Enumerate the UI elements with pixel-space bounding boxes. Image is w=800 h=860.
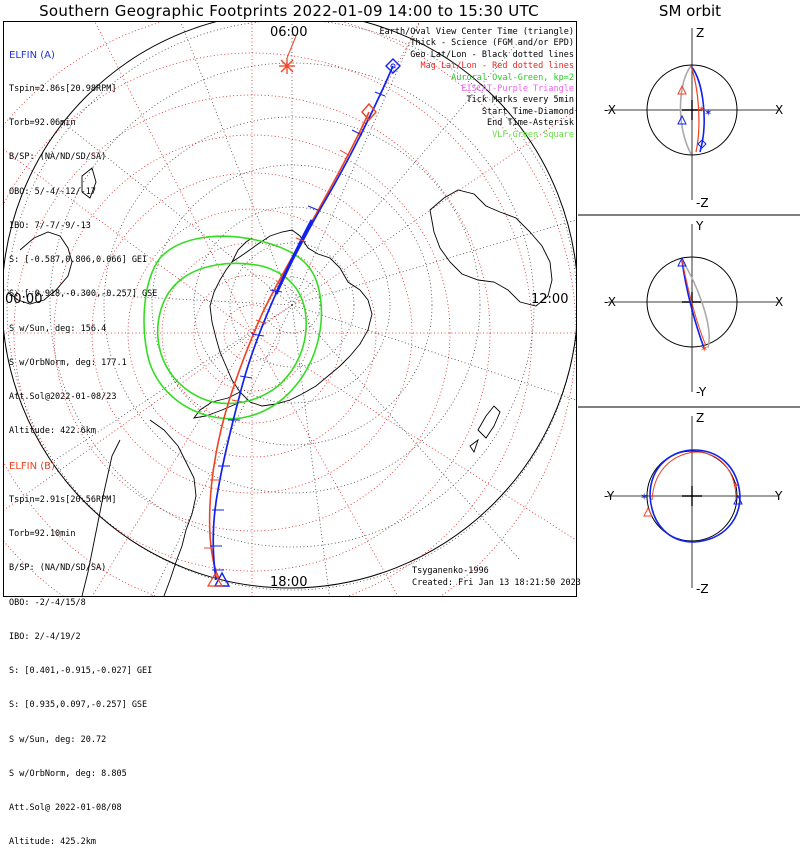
legend-item: End Time-Asterisk: [487, 118, 574, 129]
elfin-a-line: OBO: 5/-4/-12/-17: [9, 186, 96, 197]
orbit-xy-bottom-label: -Y: [696, 385, 707, 399]
svg-text:✶: ✶: [732, 481, 740, 491]
south-america-coastline: [81, 419, 197, 596]
orbit-yz-bottom-label: -Z: [696, 582, 709, 596]
legend-item: Earth/Oval View Center Time (triangle): [379, 27, 574, 37]
elfin-b-view-center-triangle: [206, 572, 224, 587]
legend-item: VLF-Green Square: [492, 129, 574, 140]
elfin-b-line: Att.Sol@ 2022-01-08/08: [9, 803, 122, 813]
legend: Earth/Oval View Center Time (triangle) T…: [380, 27, 574, 141]
elfin-a-ticks: [210, 91, 386, 571]
orbit-panel-title: SM orbit: [658, 2, 722, 20]
legend-item: Geo Lat/Lon - Black dotted lines: [410, 49, 574, 60]
elfin-a-name: ELFIN (A): [9, 49, 55, 61]
legend-item: EISCAT-Purple Triangle: [461, 84, 574, 95]
antarctica-coastline: [209, 229, 373, 407]
elfin-b-line: B/SP: (NA/ND/SD/SA): [9, 563, 107, 574]
svg-text:✶: ✶: [700, 344, 708, 355]
svg-text:✶: ✶: [704, 108, 712, 119]
map-frame: [3, 21, 577, 597]
elfin-a-start-diamond: [385, 58, 401, 74]
footprint-map: [3, 21, 577, 597]
elfin-a-line: Tspin=2.86s[20.98RPM]: [9, 84, 117, 95]
elfin-b-line: S: [0.401,-0.915,-0.027] GEI: [9, 666, 153, 677]
elfin-a-line: S w/OrbNorm, deg: 177.1: [9, 357, 127, 368]
orbit-xz-bottom-label: -Z: [696, 196, 709, 210]
orbit-panel-xy: ✶ Y -Y -X X: [604, 219, 783, 399]
elfin-a-line: Torb=92.06min: [9, 118, 76, 129]
sm-orbit-panels: ✶ ✶ Z -Z -X X ✶ Y -Y -X X ✶ ✶ Z: [578, 26, 800, 596]
elfin-a-line: Att.Sol@2022-01-08/23: [9, 392, 117, 402]
orbit-xz-left-label: -X: [604, 103, 616, 117]
elfin-b-line: IBO: 2/-4/19/2: [9, 631, 81, 642]
elfin-b-info: ELFIN (B) Tspin=2.91s[20.56RPM] Torb=92.…: [9, 438, 152, 860]
legend-item: Mag Lat/Lon - Red dotted lines: [420, 61, 574, 72]
elfin-b-line: Torb=92.10min: [9, 529, 76, 540]
elfin-a-line: S: [-0.587,0.806,0.066] GEI: [9, 255, 148, 266]
elfin-a-line: S: [-0.918,-0.300,-0.257] GSE: [9, 289, 158, 300]
geo-lat-circles: [6, 22, 576, 591]
created-timestamp: Created: Fri Jan 13 18:21:50 2023: [412, 578, 581, 588]
elfin-b-line: OBO: -2/-4/15/8: [9, 597, 86, 608]
madagascar-coastline: [81, 167, 97, 199]
elfin-a-line: IBO: 7/-7/-9/-13: [9, 220, 91, 231]
new-zealand-coastline: [469, 405, 501, 454]
elfin-a-line: S w/Sun, deg: 156.4: [9, 323, 107, 334]
mlt-label-left: 00:00: [5, 292, 43, 307]
elfin-b-track: [208, 111, 370, 581]
elfin-a-info: ELFIN (A) Tspin=2.86s[20.98RPM] Torb=92.…: [9, 27, 157, 449]
end-time-asterisk: [279, 58, 295, 74]
mlt-label-right: 12:00: [531, 292, 569, 307]
orbit-xz-right-label: X: [775, 103, 783, 117]
mlt-label-bottom: 18:00: [270, 575, 308, 590]
orbit-xy-right-label: X: [775, 295, 783, 309]
legend-item: Start Time-Diamond: [481, 106, 574, 117]
elfin-a-line: B/SP: (NA/ND/SD/SA): [9, 152, 107, 163]
svg-text:✶: ✶: [698, 105, 706, 115]
elfin-b-line: Altitude: 425.2km: [9, 837, 96, 848]
elfin-a-line: Altitude: 422.6km: [9, 426, 96, 437]
legend-item: Auroral Oval-Green, kp=2: [451, 72, 574, 83]
legend-item: Thick - Science (FGM and/or EPD): [410, 38, 574, 49]
orbit-panel-yz: ✶ ✶ Z -Z -Y Y: [604, 411, 783, 596]
elfin-b-line: S: [0.935,0.097,-0.257] GSE: [9, 700, 148, 711]
australia-coastline: [429, 189, 553, 307]
orbit-xy-left-label: -X: [604, 295, 616, 309]
earth-horizon: [4, 22, 576, 589]
orbit-panel-xz: ✶ ✶ Z -Z -X X: [604, 26, 783, 210]
end-time-connector: [286, 35, 297, 59]
africa-coastline: [7, 231, 73, 305]
model-credit: Tsyganenko-1996: [412, 566, 489, 576]
elfin-b-start-diamond: [361, 102, 377, 122]
svg-text:✶: ✶: [640, 492, 648, 503]
elfin-b-ticks: [204, 149, 351, 549]
orbit-yz-top-label: Z: [696, 411, 704, 425]
orbit-yz-right-label: Y: [774, 489, 783, 503]
elfin-a-science-segment: [274, 219, 314, 295]
elfin-b-line: S w/Sun, deg: 20.72: [9, 734, 107, 745]
elfin-b-line: S w/OrbNorm, deg: 8.805: [9, 768, 127, 779]
auroral-oval-outer: [143, 235, 323, 420]
elfin-b-line: Tspin=2.91s[20.56RPM]: [9, 495, 117, 506]
legend-item: Tick Marks every 5min: [466, 95, 574, 106]
mag-lon-lines: [4, 22, 576, 596]
chart-title: Southern Geographic Footprints 2022-01-0…: [39, 2, 539, 20]
orbit-xz-top-label: Z: [696, 26, 704, 40]
antarctic-peninsula: [192, 391, 241, 419]
orbit-yz-left-label: -Y: [604, 489, 615, 503]
elfin-b-name: ELFIN (B): [9, 460, 55, 472]
mlt-label-top: 06:00: [270, 25, 308, 40]
auroral-oval-inner: [156, 262, 307, 405]
elfin-a-track: [212, 65, 394, 581]
geo-lon-lines: [4, 22, 576, 596]
orbit-xy-top-label: Y: [695, 219, 704, 233]
